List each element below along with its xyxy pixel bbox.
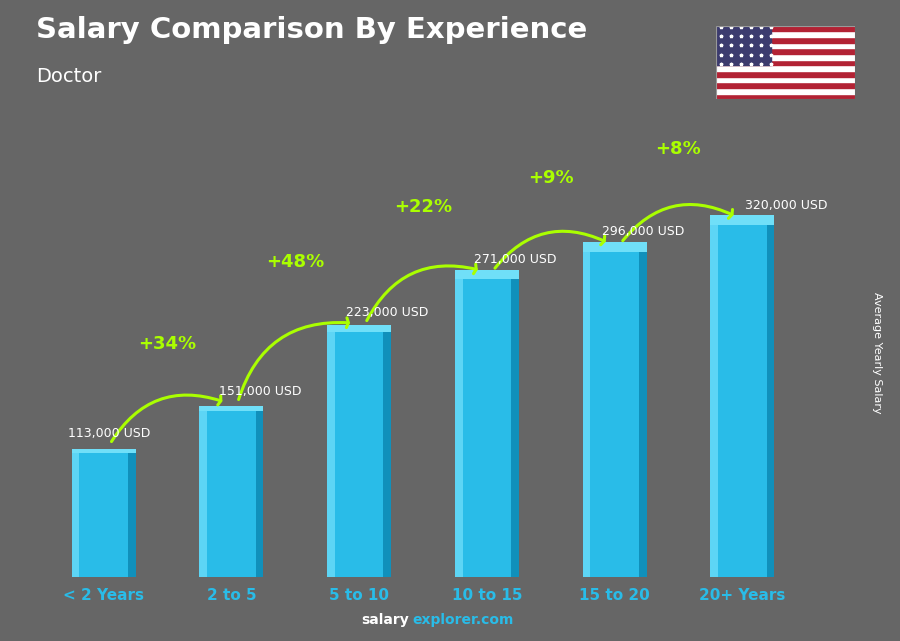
Bar [383,332,392,577]
Text: +48%: +48% [266,253,324,271]
Bar [454,279,518,577]
Bar [716,82,855,88]
Bar [716,88,855,94]
FancyBboxPatch shape [710,215,774,225]
Text: Average Yearly Salary: Average Yearly Salary [872,292,883,413]
Bar [716,54,855,60]
Bar [716,65,855,71]
Text: Salary Comparison By Experience: Salary Comparison By Experience [36,16,587,44]
Text: salary: salary [362,613,410,627]
Bar [710,225,718,577]
Bar [716,37,855,43]
Text: +34%: +34% [139,335,196,353]
Bar [639,252,646,577]
Text: explorer.com: explorer.com [412,613,514,627]
Bar [716,48,855,54]
Bar [716,71,855,77]
FancyBboxPatch shape [454,270,518,279]
Text: 271,000 USD: 271,000 USD [474,253,556,266]
Bar [582,252,646,577]
Bar [328,332,335,577]
Bar [256,411,264,577]
Bar [454,279,463,577]
Bar [716,26,855,31]
Bar [716,43,855,48]
Bar [200,411,264,577]
Bar [200,411,207,577]
Text: 151,000 USD: 151,000 USD [219,385,302,398]
Bar [511,279,518,577]
Bar [716,77,855,82]
Bar [767,225,774,577]
FancyBboxPatch shape [200,406,264,411]
Bar [716,94,855,99]
Text: +22%: +22% [394,199,452,217]
Text: Doctor: Doctor [36,67,102,87]
FancyBboxPatch shape [328,324,392,332]
Bar [328,332,392,577]
Bar [716,26,771,65]
Text: 223,000 USD: 223,000 USD [346,306,428,319]
Bar [582,252,590,577]
Bar [72,453,79,577]
Bar [716,31,855,37]
Text: +8%: +8% [655,140,701,158]
Bar [716,60,855,65]
Bar [128,453,136,577]
FancyBboxPatch shape [582,242,646,252]
Text: 296,000 USD: 296,000 USD [602,226,684,238]
Bar [72,453,136,577]
Text: 113,000 USD: 113,000 USD [68,426,150,440]
Text: +9%: +9% [528,169,573,187]
Bar [710,225,774,577]
FancyBboxPatch shape [72,449,136,453]
Text: 320,000 USD: 320,000 USD [745,199,827,212]
